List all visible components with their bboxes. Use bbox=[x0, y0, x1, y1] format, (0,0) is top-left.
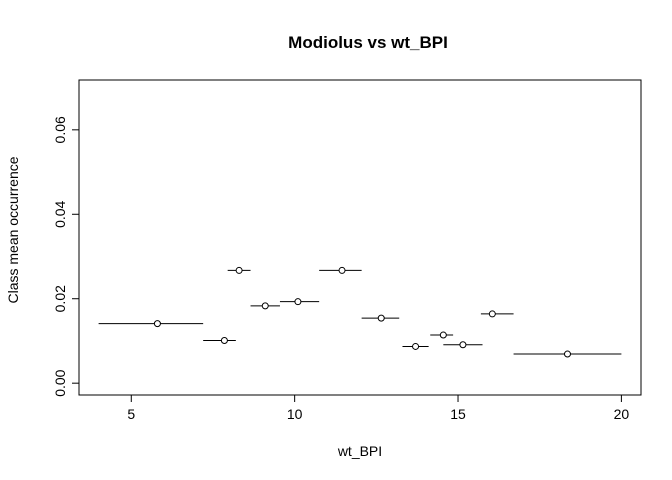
data-point bbox=[488, 310, 496, 318]
x-tick-label: 5 bbox=[127, 406, 135, 422]
x-tick-label: 15 bbox=[450, 406, 466, 422]
data-marks bbox=[98, 266, 622, 358]
y-tick-label: 0.02 bbox=[52, 285, 68, 312]
y-axis: 0.00 0.02 0.04 0.06 bbox=[52, 116, 80, 397]
data-point bbox=[412, 342, 420, 350]
data-point bbox=[220, 337, 228, 345]
data-point bbox=[294, 298, 302, 306]
data-point bbox=[459, 341, 467, 349]
x-axis-label: wt_BPI bbox=[337, 443, 382, 459]
x-axis: 5 10 15 20 bbox=[127, 394, 630, 422]
data-point bbox=[153, 320, 161, 328]
chart-title: Modiolus vs wt_BPI bbox=[288, 33, 448, 52]
y-tick-label: 0.00 bbox=[52, 369, 68, 396]
plot-frame bbox=[78, 79, 642, 396]
data-point bbox=[563, 350, 571, 358]
x-tick-label: 20 bbox=[614, 406, 630, 422]
y-tick-label: 0.04 bbox=[52, 200, 68, 227]
data-point bbox=[377, 314, 385, 322]
y-axis-label: Class mean occurrence bbox=[5, 156, 21, 303]
data-point bbox=[261, 302, 269, 310]
x-tick-label: 10 bbox=[287, 406, 303, 422]
data-point bbox=[235, 266, 243, 274]
data-point bbox=[439, 331, 447, 339]
data-point bbox=[338, 266, 346, 274]
y-tick-label: 0.06 bbox=[52, 116, 68, 143]
